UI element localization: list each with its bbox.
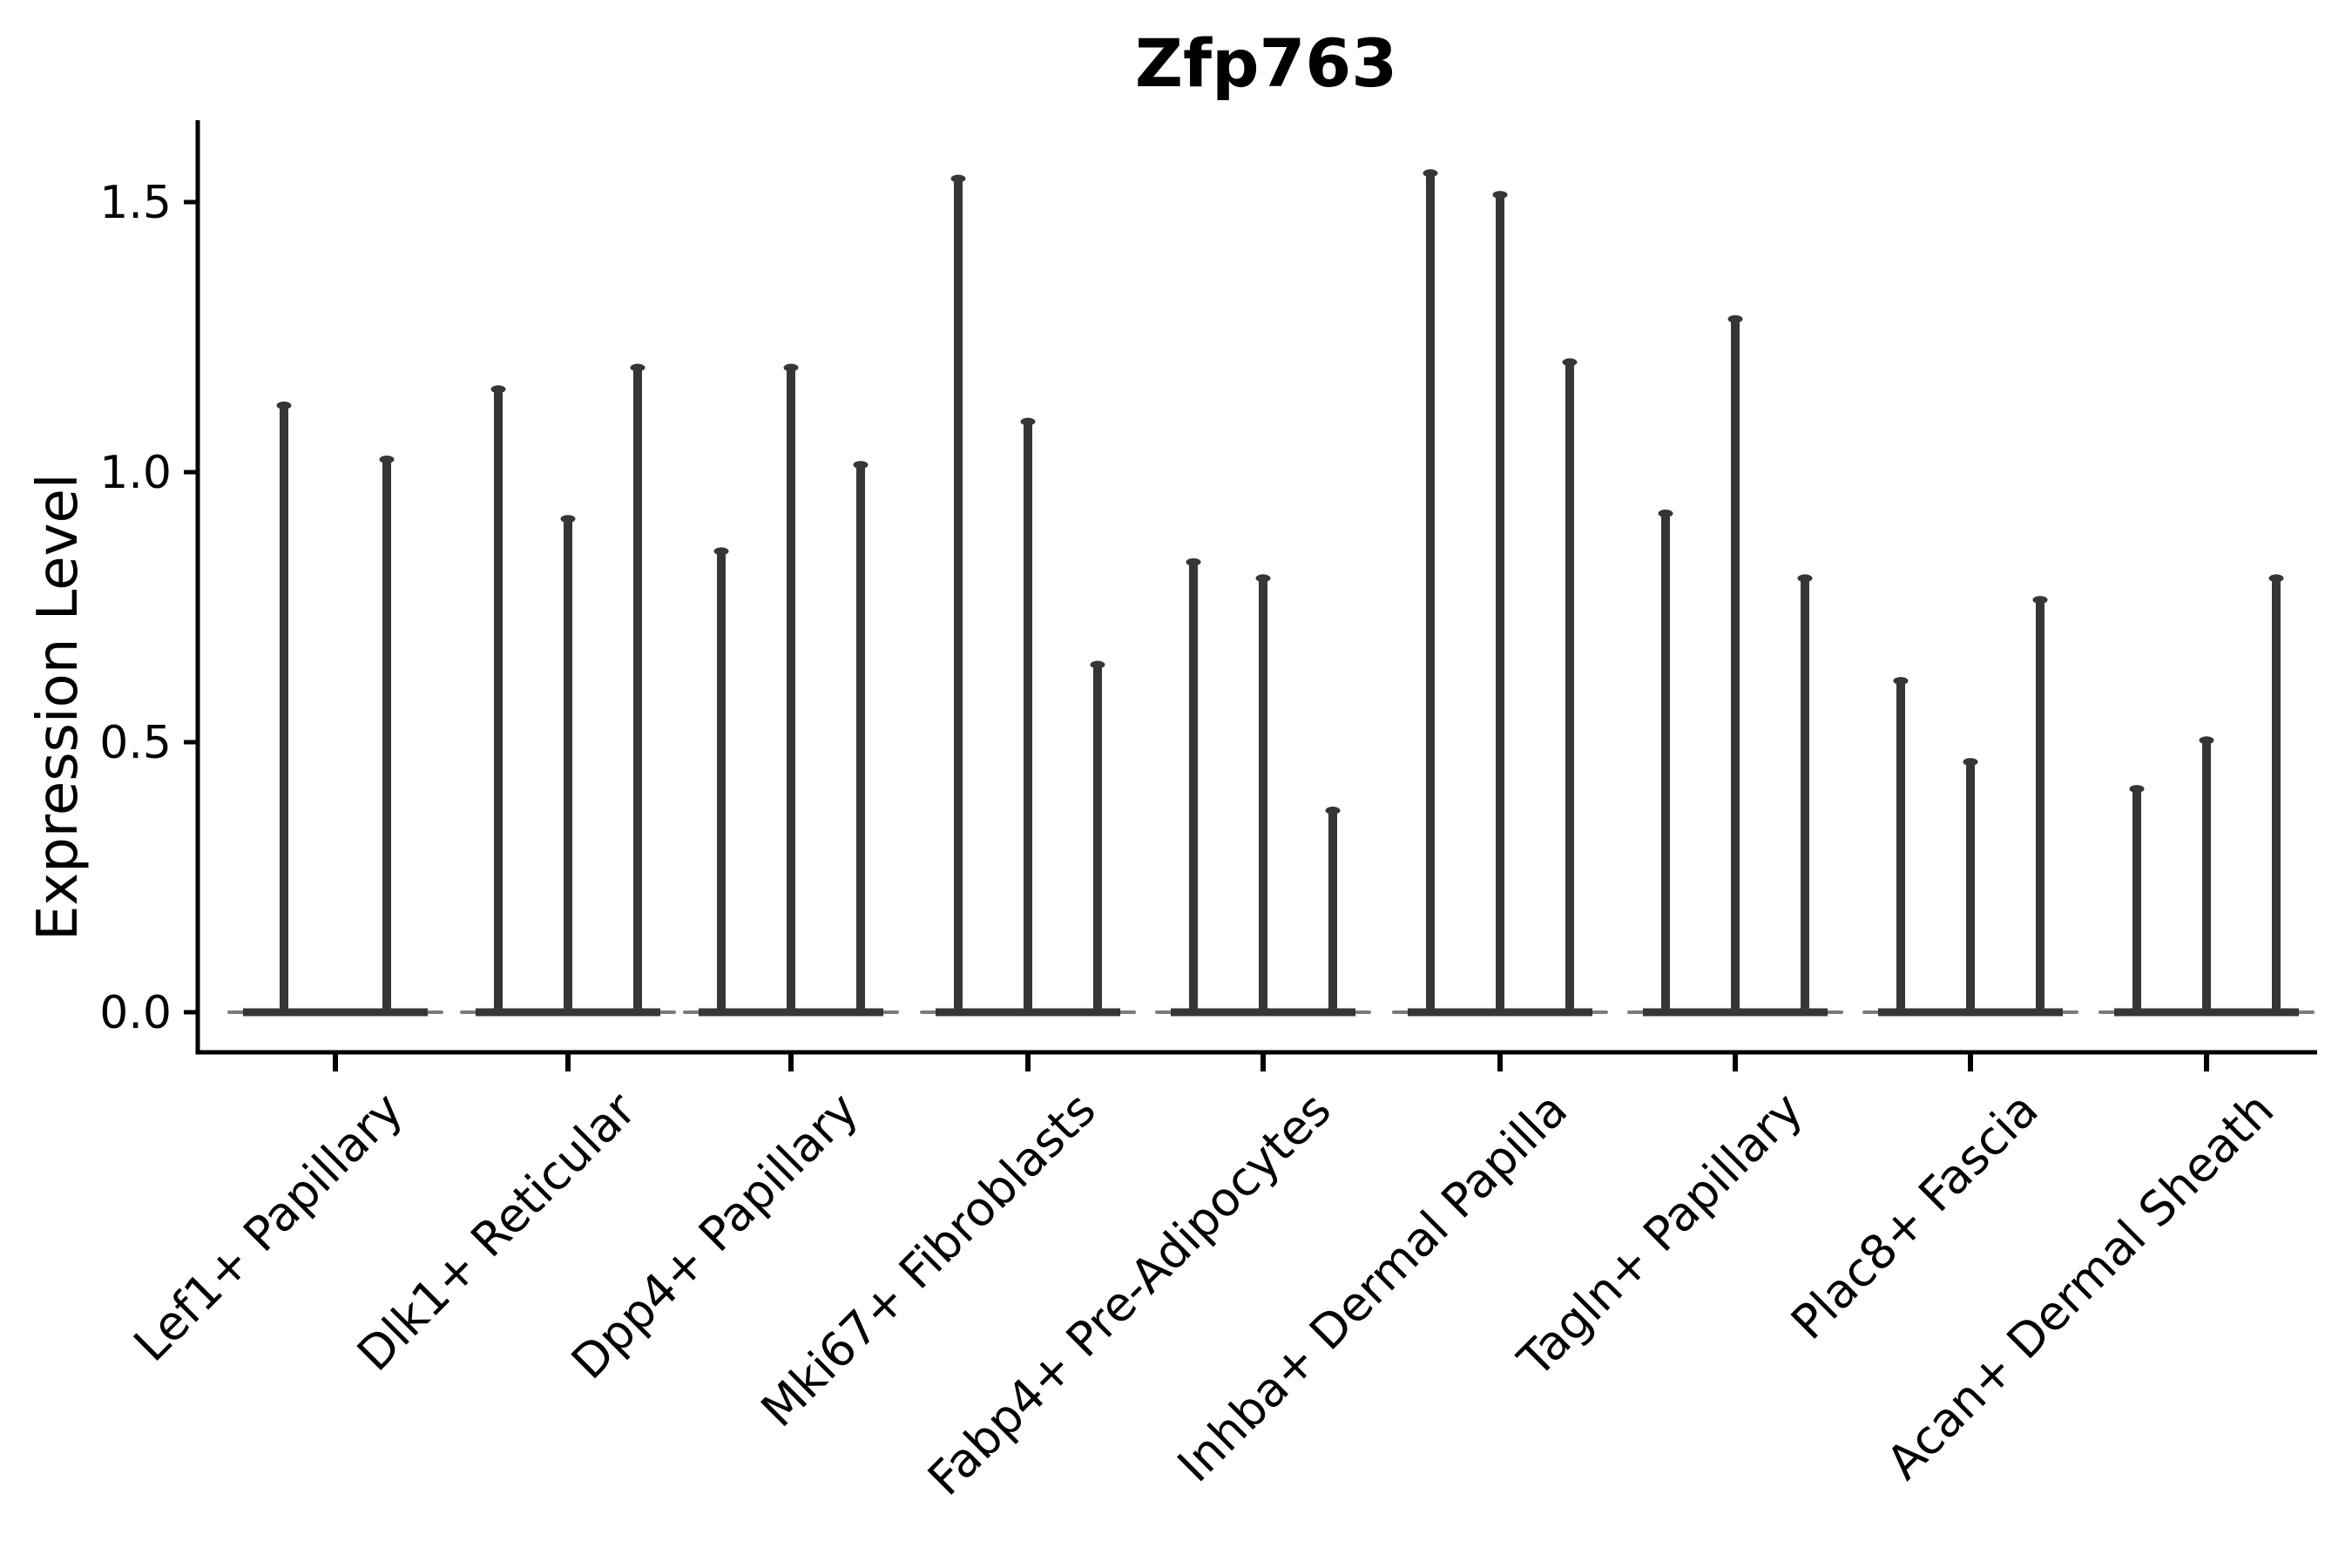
- violin-spike-cap: [1963, 758, 1978, 767]
- y-tick-label: 1.5: [99, 177, 172, 229]
- violin-spike-cap: [1797, 574, 1813, 583]
- violin-spike-cap: [490, 385, 506, 394]
- violin-spike-cap: [1325, 806, 1341, 814]
- violin-spike-cap: [630, 363, 645, 372]
- y-tick-label: 0.0: [99, 987, 172, 1039]
- violin-spike-cap: [379, 455, 395, 463]
- violin-spike-cap: [2199, 736, 2214, 745]
- violin-spike-cap: [1090, 660, 1105, 669]
- violin-spike-cap: [1020, 417, 1036, 426]
- y-axis-label: Expression Level: [26, 473, 91, 941]
- violin-spike-cap: [276, 401, 292, 409]
- violin-spike-cap: [1423, 169, 1438, 178]
- plot-title: Zfp763: [1134, 24, 1398, 102]
- violin-spike-cap: [950, 174, 966, 183]
- violin-spike-cap: [560, 515, 576, 524]
- violin-spike-cap: [783, 363, 799, 372]
- violin-spike-cap: [1893, 677, 1909, 686]
- y-tick-label: 0.5: [99, 717, 172, 769]
- violin-spike-cap: [1658, 509, 1673, 517]
- violin-spike-cap: [1492, 191, 1508, 199]
- violin-spike-cap: [2032, 596, 2048, 605]
- violin-spike-cap: [1562, 358, 1578, 367]
- violin-spike-cap: [853, 461, 868, 470]
- violin-spike-cap: [1186, 558, 1201, 566]
- violin-spike-cap: [2268, 574, 2284, 583]
- violin-spike-cap: [2129, 785, 2145, 794]
- violin-spike-cap: [713, 547, 729, 556]
- y-tick-label: 1.0: [99, 447, 172, 499]
- violin-spike-cap: [1727, 314, 1743, 323]
- violin-spike-cap: [1255, 574, 1271, 583]
